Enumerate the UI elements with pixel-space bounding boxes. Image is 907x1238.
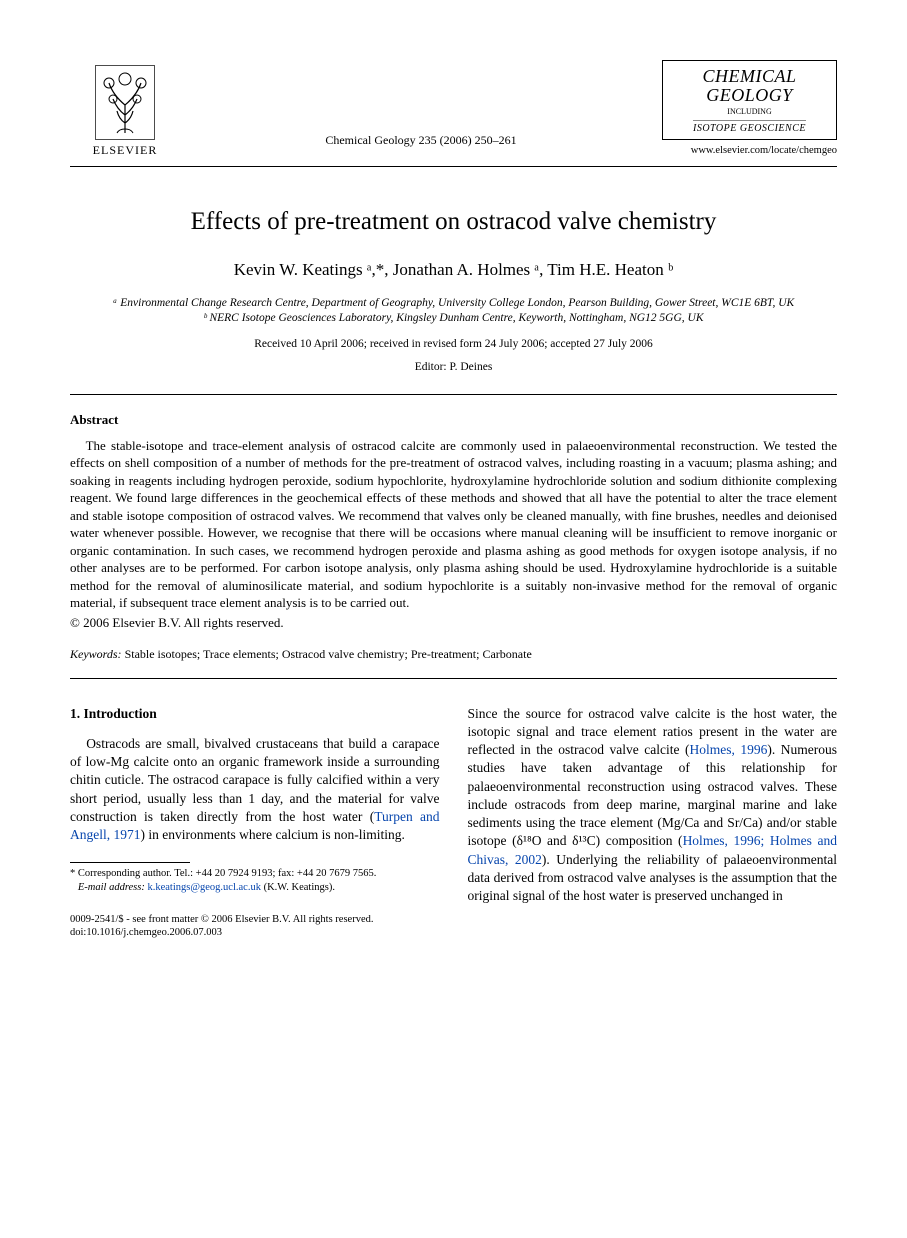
citation-line: Chemical Geology 235 (2006) 250–261 bbox=[180, 132, 662, 158]
journal-sub-isotope: ISOTOPE GEOSCIENCE bbox=[693, 120, 806, 136]
journal-box: CHEMICAL GEOLOGY INCLUDING ISOTOPE GEOSC… bbox=[662, 60, 837, 140]
doi-line: doi:10.1016/j.chemgeo.2006.07.003 bbox=[70, 926, 440, 940]
journal-name-2: GEOLOGY bbox=[706, 86, 793, 105]
journal-name-1: CHEMICAL bbox=[703, 67, 797, 86]
keywords-label: Keywords: bbox=[70, 647, 122, 661]
right-column: Since the source for ostracod valve calc… bbox=[468, 705, 838, 940]
doi-block: 0009-2541/$ - see front matter © 2006 El… bbox=[70, 913, 440, 940]
abstract-copyright: © 2006 Elsevier B.V. All rights reserved… bbox=[70, 614, 837, 632]
abstract-heading: Abstract bbox=[70, 411, 837, 429]
article-title: Effects of pre-treatment on ostracod val… bbox=[70, 205, 837, 239]
affiliation-b: ᵇ NERC Isotope Geosciences Laboratory, K… bbox=[70, 311, 837, 327]
journal-url[interactable]: www.elsevier.com/locate/chemgeo bbox=[662, 144, 837, 158]
header-rule bbox=[70, 166, 837, 167]
keywords-list: Stable isotopes; Trace elements; Ostraco… bbox=[125, 647, 532, 661]
abstract-body: The stable-isotope and trace-element ana… bbox=[70, 437, 837, 612]
abstract-top-rule bbox=[70, 394, 837, 395]
email-attribution: (K.W. Keatings). bbox=[264, 882, 335, 893]
publisher-logo-block: ELSEVIER bbox=[70, 65, 180, 158]
intro-para-left: Ostracods are small, bivalved crustacean… bbox=[70, 735, 440, 844]
email-label: E-mail address: bbox=[78, 882, 145, 893]
article-dates: Received 10 April 2006; received in revi… bbox=[70, 337, 837, 353]
section-1-heading: 1. Introduction bbox=[70, 705, 440, 723]
abstract-bottom-rule bbox=[70, 678, 837, 679]
page-header: ELSEVIER Chemical Geology 235 (2006) 250… bbox=[70, 60, 837, 158]
intro-left-text-b: ) in environments where calcium is non-l… bbox=[141, 827, 405, 842]
body-columns: 1. Introduction Ostracods are small, biv… bbox=[70, 705, 837, 940]
corresponding-author: * Corresponding author. Tel.: +44 20 792… bbox=[70, 867, 440, 881]
email-link[interactable]: k.keatings@geog.ucl.ac.uk bbox=[147, 882, 260, 893]
front-matter-line: 0009-2541/$ - see front matter © 2006 El… bbox=[70, 913, 440, 927]
journal-box-wrap: CHEMICAL GEOLOGY INCLUDING ISOTOPE GEOSC… bbox=[662, 60, 837, 158]
journal-sub-including: INCLUDING bbox=[727, 107, 771, 118]
affiliation-a: ᵃ Environmental Change Research Centre, … bbox=[70, 296, 837, 312]
keywords-line: Keywords: Stable isotopes; Trace element… bbox=[70, 646, 837, 662]
email-line: E-mail address: k.keatings@geog.ucl.ac.u… bbox=[70, 881, 440, 895]
ref-link-holmes-1996[interactable]: Holmes, 1996 bbox=[689, 742, 767, 757]
intro-para-right: Since the source for ostracod valve calc… bbox=[468, 705, 838, 905]
publisher-label: ELSEVIER bbox=[93, 142, 158, 158]
left-column: 1. Introduction Ostracods are small, biv… bbox=[70, 705, 440, 940]
footnote-rule bbox=[70, 862, 190, 863]
editor-line: Editor: P. Deines bbox=[70, 360, 837, 376]
author-line: Kevin W. Keatings ᵃ,*, Jonathan A. Holme… bbox=[70, 259, 837, 282]
elsevier-tree-icon bbox=[95, 65, 155, 140]
